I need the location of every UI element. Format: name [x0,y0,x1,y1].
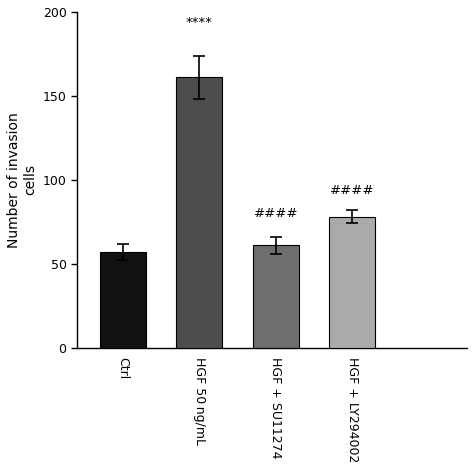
Y-axis label: Number of invasion
cells: Number of invasion cells [7,112,37,248]
Bar [329,217,375,348]
Text: ****: **** [186,16,213,29]
Bar [176,77,222,348]
Bar [253,245,299,348]
Text: ####: #### [330,183,374,197]
Bar [100,252,146,348]
Text: ####: #### [254,207,298,220]
